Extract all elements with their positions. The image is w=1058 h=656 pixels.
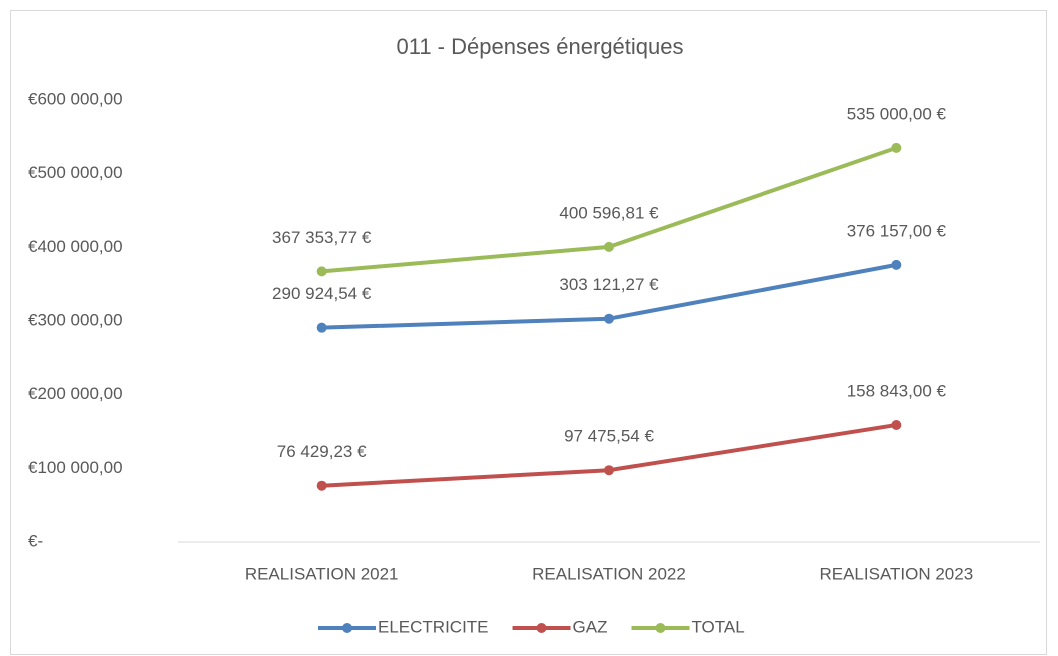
data-point — [891, 259, 902, 270]
y-tick-label: €100 000,00 — [28, 458, 123, 477]
data-label: 290 924,54 € — [272, 284, 372, 303]
data-label: 400 596,81 € — [559, 203, 659, 222]
data-label: 376 157,00 € — [847, 221, 947, 240]
x-tick-label: REALISATION 2022 — [532, 564, 686, 583]
y-tick-label: €200 000,00 — [28, 384, 123, 403]
data-point — [891, 419, 902, 430]
data-label: 367 353,77 € — [272, 228, 372, 247]
y-tick-label: €400 000,00 — [28, 237, 123, 256]
legend-label: ELECTRICITE — [378, 617, 489, 636]
legend-marker — [655, 623, 666, 633]
data-label: 535 000,00 € — [847, 104, 947, 123]
x-tick-label: REALISATION 2021 — [245, 564, 399, 583]
data-point — [316, 480, 327, 491]
data-label: 97 475,54 € — [564, 427, 654, 446]
data-label: 76 429,23 € — [277, 442, 367, 461]
data-label: 303 121,27 € — [559, 275, 659, 294]
data-point — [891, 142, 902, 153]
data-point — [316, 322, 327, 333]
legend-marker — [536, 623, 547, 633]
chart-title: 011 - Dépenses énergétiques — [396, 34, 683, 59]
y-tick-label: €600 000,00 — [28, 89, 123, 108]
data-point — [604, 241, 614, 252]
data-label: 158 843,00 € — [847, 381, 947, 400]
y-tick-label: €300 000,00 — [28, 310, 123, 329]
x-tick-label: REALISATION 2023 — [819, 564, 973, 583]
legend-marker — [342, 623, 352, 633]
legend-label: GAZ — [573, 617, 608, 636]
data-point — [604, 465, 614, 476]
y-tick-label: €- — [28, 531, 43, 550]
y-tick-label: €500 000,00 — [28, 163, 123, 182]
data-point — [604, 313, 614, 324]
data-point — [316, 266, 327, 277]
chart-border — [10, 10, 1047, 655]
legend-label: TOTAL — [691, 617, 744, 636]
